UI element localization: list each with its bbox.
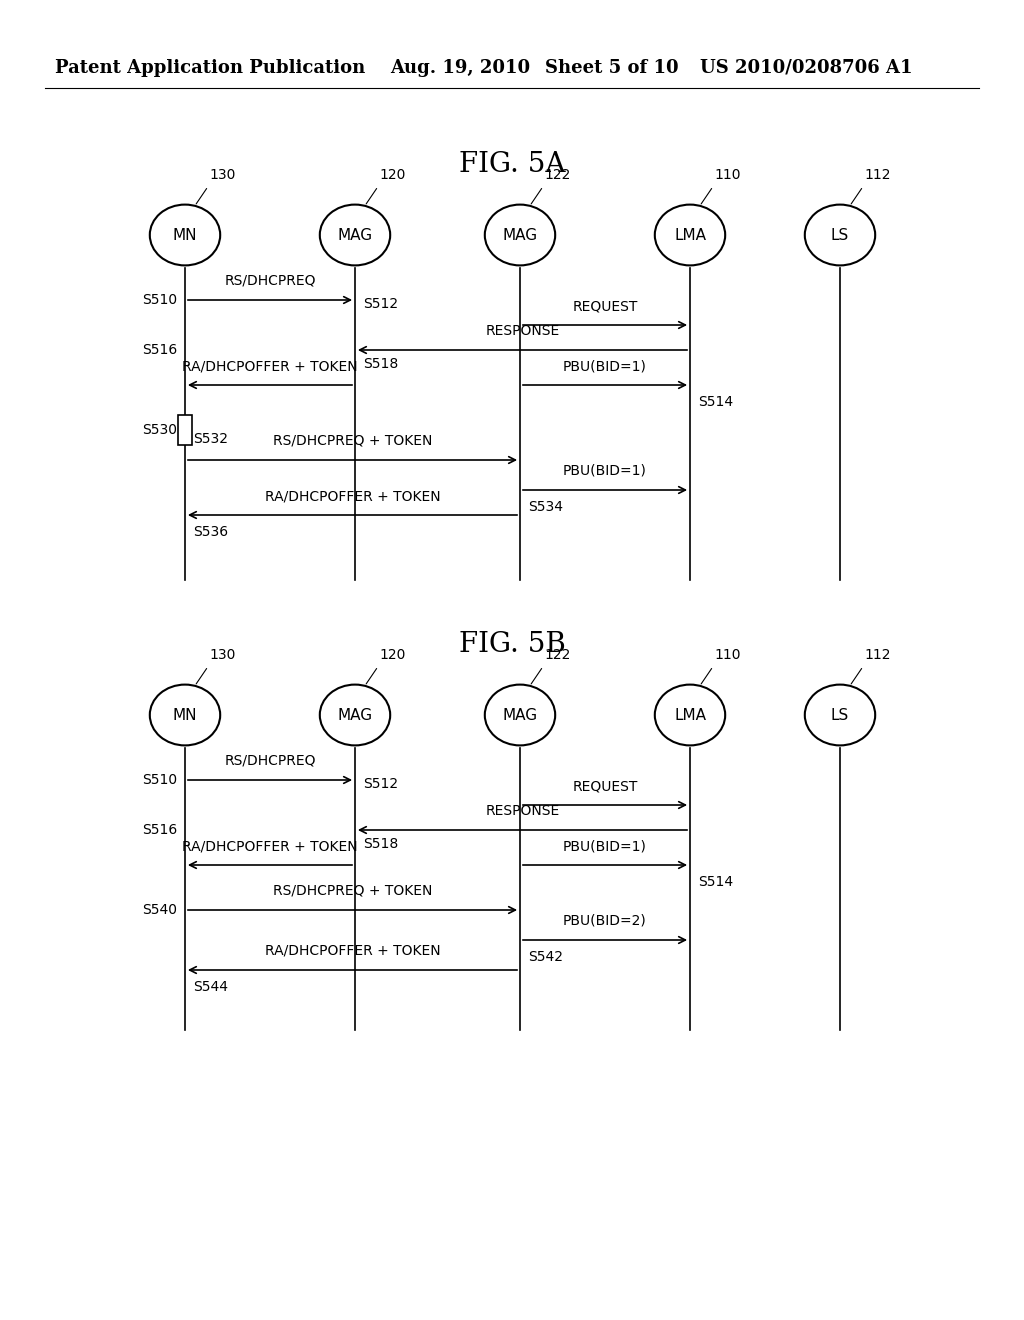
Text: 110: 110 bbox=[714, 648, 740, 663]
Text: RESPONSE: RESPONSE bbox=[485, 323, 560, 338]
Text: MAG: MAG bbox=[338, 708, 373, 722]
Text: RS/DHCPREQ + TOKEN: RS/DHCPREQ + TOKEN bbox=[272, 434, 432, 447]
Text: MAG: MAG bbox=[503, 708, 538, 722]
Text: RESPONSE: RESPONSE bbox=[485, 804, 560, 818]
Bar bbox=[178, 414, 193, 445]
Text: REQUEST: REQUEST bbox=[572, 300, 638, 313]
Text: S516: S516 bbox=[141, 822, 177, 837]
Text: PBU(BID=1): PBU(BID=1) bbox=[563, 840, 647, 853]
Text: MN: MN bbox=[173, 227, 198, 243]
Text: S512: S512 bbox=[362, 297, 398, 312]
Text: S516: S516 bbox=[141, 343, 177, 356]
Text: US 2010/0208706 A1: US 2010/0208706 A1 bbox=[700, 59, 912, 77]
Text: S514: S514 bbox=[698, 395, 733, 409]
Text: S512: S512 bbox=[362, 777, 398, 791]
Text: 110: 110 bbox=[714, 168, 740, 182]
Text: S530: S530 bbox=[142, 422, 177, 437]
Text: FIG. 5B: FIG. 5B bbox=[459, 631, 565, 659]
Text: RS/DHCPREQ: RS/DHCPREQ bbox=[224, 754, 315, 768]
Text: 122: 122 bbox=[544, 648, 570, 663]
Text: 122: 122 bbox=[544, 168, 570, 182]
Text: 130: 130 bbox=[209, 648, 236, 663]
Text: MAG: MAG bbox=[338, 227, 373, 243]
Text: LS: LS bbox=[830, 227, 849, 243]
Text: S544: S544 bbox=[193, 979, 228, 994]
Text: PBU(BID=1): PBU(BID=1) bbox=[563, 359, 647, 374]
Text: REQUEST: REQUEST bbox=[572, 779, 638, 793]
Text: S518: S518 bbox=[362, 837, 398, 851]
Text: S542: S542 bbox=[528, 950, 563, 964]
Text: MN: MN bbox=[173, 708, 198, 722]
Text: S518: S518 bbox=[362, 356, 398, 371]
Text: FIG. 5A: FIG. 5A bbox=[459, 152, 565, 178]
Text: S540: S540 bbox=[142, 903, 177, 917]
Text: RA/DHCPOFFER + TOKEN: RA/DHCPOFFER + TOKEN bbox=[182, 359, 357, 374]
Text: PBU(BID=1): PBU(BID=1) bbox=[563, 465, 647, 478]
Text: RS/DHCPREQ + TOKEN: RS/DHCPREQ + TOKEN bbox=[272, 884, 432, 898]
Text: LS: LS bbox=[830, 708, 849, 722]
Text: 112: 112 bbox=[864, 168, 891, 182]
Text: MAG: MAG bbox=[503, 227, 538, 243]
Text: RA/DHCPOFFER + TOKEN: RA/DHCPOFFER + TOKEN bbox=[264, 488, 440, 503]
Text: S536: S536 bbox=[193, 525, 228, 539]
Text: S534: S534 bbox=[528, 500, 563, 513]
Text: 130: 130 bbox=[209, 168, 236, 182]
Text: Sheet 5 of 10: Sheet 5 of 10 bbox=[545, 59, 679, 77]
Text: S510: S510 bbox=[142, 293, 177, 308]
Text: 112: 112 bbox=[864, 648, 891, 663]
Text: RA/DHCPOFFER + TOKEN: RA/DHCPOFFER + TOKEN bbox=[264, 944, 440, 958]
Text: RA/DHCPOFFER + TOKEN: RA/DHCPOFFER + TOKEN bbox=[182, 840, 357, 853]
Text: PBU(BID=2): PBU(BID=2) bbox=[563, 913, 647, 928]
Text: LMA: LMA bbox=[674, 708, 706, 722]
Text: 120: 120 bbox=[379, 648, 406, 663]
Text: Patent Application Publication: Patent Application Publication bbox=[55, 59, 366, 77]
Text: 120: 120 bbox=[379, 168, 406, 182]
Text: S532: S532 bbox=[193, 432, 228, 446]
Text: Aug. 19, 2010: Aug. 19, 2010 bbox=[390, 59, 530, 77]
Text: S510: S510 bbox=[142, 774, 177, 787]
Text: S514: S514 bbox=[698, 875, 733, 888]
Text: LMA: LMA bbox=[674, 227, 706, 243]
Text: RS/DHCPREQ: RS/DHCPREQ bbox=[224, 275, 315, 288]
